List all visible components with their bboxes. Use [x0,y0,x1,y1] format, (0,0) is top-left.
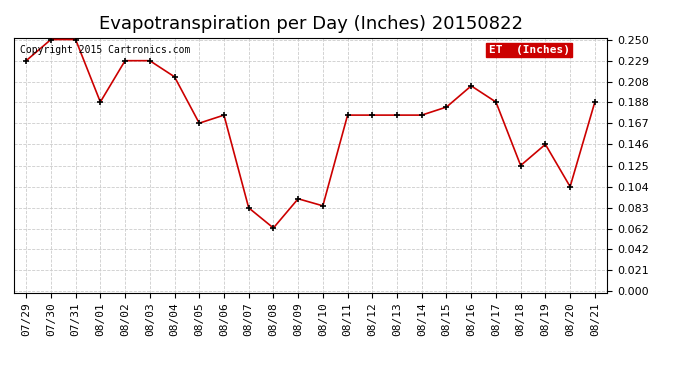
Text: ET  (Inches): ET (Inches) [489,45,569,55]
Text: Copyright 2015 Cartronics.com: Copyright 2015 Cartronics.com [20,45,190,55]
Title: Evapotranspiration per Day (Inches) 20150822: Evapotranspiration per Day (Inches) 2015… [99,15,522,33]
